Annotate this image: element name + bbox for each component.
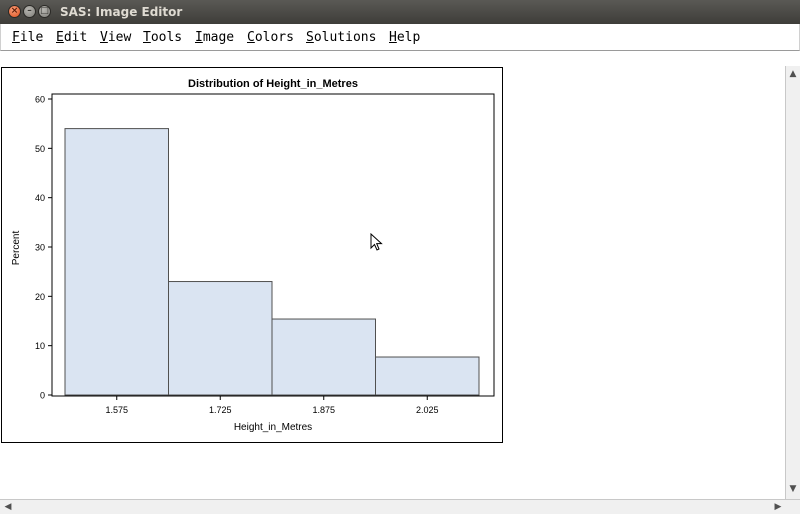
scroll-down-icon[interactable]: ▼ <box>789 484 797 494</box>
x-tick-label: 2.025 <box>416 405 439 415</box>
histogram-chart: Distribution of Height_in_Metres 0 10 20 30… <box>11 78 495 433</box>
menu-tools[interactable]: Tools <box>143 30 183 45</box>
x-tick-label: 1.725 <box>209 405 232 415</box>
scroll-left-icon[interactable]: ◀ <box>4 502 12 512</box>
maximize-icon[interactable]: □ <box>38 5 51 18</box>
menu-edit[interactable]: Edit <box>56 30 88 45</box>
y-tick-label: 40 <box>35 193 45 203</box>
histogram-bar <box>271 318 376 396</box>
scroll-right-icon[interactable]: ▶ <box>774 502 782 512</box>
minimize-icon[interactable]: – <box>23 5 36 18</box>
x-tick-label: 1.575 <box>105 405 128 415</box>
histogram-bar <box>375 356 480 396</box>
horizontal-scrollbar[interactable]: ◀ ▶ <box>0 499 800 514</box>
menu-bar: File Edit View Tools Image Colors Soluti… <box>0 24 800 51</box>
y-tick-label: 50 <box>35 144 45 154</box>
y-tick-label: 60 <box>35 95 45 105</box>
menu-help[interactable]: Help <box>389 30 421 45</box>
y-tick-label: 30 <box>35 243 45 253</box>
window-title: SAS: Image Editor <box>60 5 183 19</box>
y-axis: 0 10 20 30 40 50 60 <box>35 95 52 401</box>
title-bar: × – □ SAS: Image Editor <box>0 0 800 24</box>
menu-file[interactable]: File <box>12 30 44 45</box>
chart-title: Distribution of Height_in_Metres <box>188 78 358 90</box>
menu-image[interactable]: Image <box>195 30 235 45</box>
y-tick-label: 10 <box>35 341 45 351</box>
scroll-up-icon[interactable]: ▲ <box>789 69 797 79</box>
image-canvas: Distribution of Height_in_Metres 0 10 20 30… <box>0 52 800 499</box>
histogram-bar <box>168 281 273 396</box>
x-tick-label: 1.875 <box>312 405 335 415</box>
menu-view[interactable]: View <box>100 30 132 45</box>
x-axis-label: Height_in_Metres <box>234 422 312 433</box>
x-axis: 1.575 1.725 1.875 2.025 <box>105 396 439 415</box>
graph-frame: Distribution of Height_in_Metres 0 10 20 30… <box>1 67 503 443</box>
bars <box>64 128 480 396</box>
y-axis-label: Percent <box>11 231 22 266</box>
y-tick-label: 0 <box>40 391 45 401</box>
mouse-pointer-icon <box>370 233 383 251</box>
y-tick-label: 20 <box>35 292 45 302</box>
vertical-scrollbar[interactable]: ▲ ▼ <box>785 66 800 499</box>
menu-colors[interactable]: Colors <box>247 30 294 45</box>
histogram-bar <box>64 128 169 396</box>
plot-area <box>51 93 495 397</box>
close-icon[interactable]: × <box>8 5 21 18</box>
menu-solutions[interactable]: Solutions <box>306 30 377 45</box>
